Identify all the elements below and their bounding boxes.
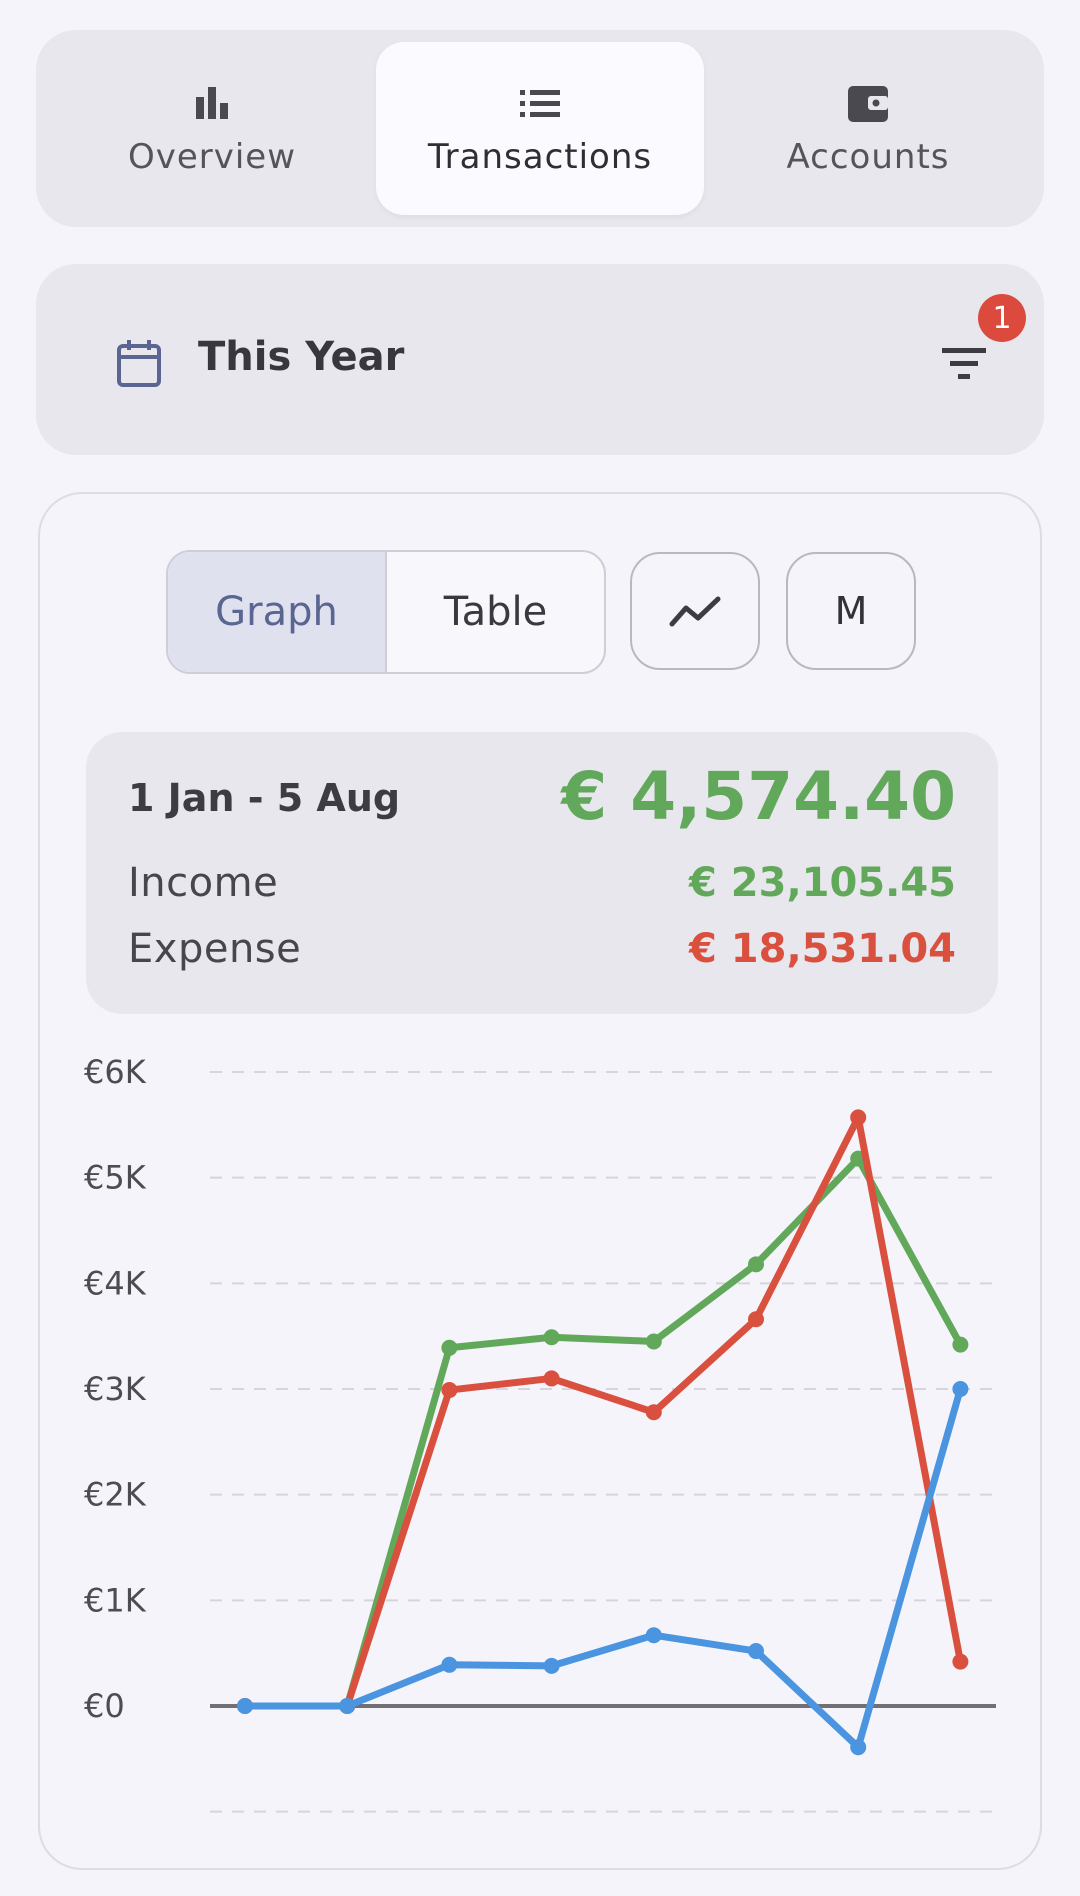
view-toggle: Graph Table xyxy=(166,550,606,674)
summary-range: 1 Jan - 5 Aug xyxy=(128,776,401,820)
filter-count-badge: 1 xyxy=(978,294,1026,342)
tab-transactions-label: Transactions xyxy=(427,136,653,177)
tab-transactions[interactable]: Transactions xyxy=(376,42,704,215)
bar-chart-icon xyxy=(190,81,234,125)
filter-icon[interactable] xyxy=(934,342,994,386)
top-nav: Overview Transactions Accounts xyxy=(36,30,1044,227)
transactions-card: Graph Table M 1 Jan - 5 Aug € 4,574.40 I… xyxy=(38,492,1042,1870)
period-label: This Year xyxy=(198,334,405,380)
interval-button[interactable]: M xyxy=(786,552,916,670)
tab-overview-label: Overview xyxy=(127,136,297,177)
income-label: Income xyxy=(128,860,279,906)
trending-icon xyxy=(669,596,721,627)
list-icon xyxy=(518,81,562,125)
expense-label: Expense xyxy=(128,926,302,972)
expense-value: € 18,531.04 xyxy=(689,926,956,972)
calendar-icon xyxy=(116,338,162,388)
graph-view-button[interactable]: Graph xyxy=(168,552,387,672)
tab-accounts-label: Accounts xyxy=(786,136,950,177)
tab-overview[interactable]: Overview xyxy=(48,42,376,215)
summary-net-total: € 4,574.40 xyxy=(561,758,956,835)
tab-accounts[interactable]: Accounts xyxy=(704,42,1032,215)
table-view-button[interactable]: Table xyxy=(443,589,548,635)
period-summary: 1 Jan - 5 Aug € 4,574.40 Income € 23,105… xyxy=(86,732,998,1014)
period-selector[interactable]: This Year xyxy=(36,264,1044,455)
chart-type-button[interactable] xyxy=(630,552,760,670)
wallet-icon xyxy=(846,81,890,125)
income-value: € 23,105.45 xyxy=(689,860,956,906)
